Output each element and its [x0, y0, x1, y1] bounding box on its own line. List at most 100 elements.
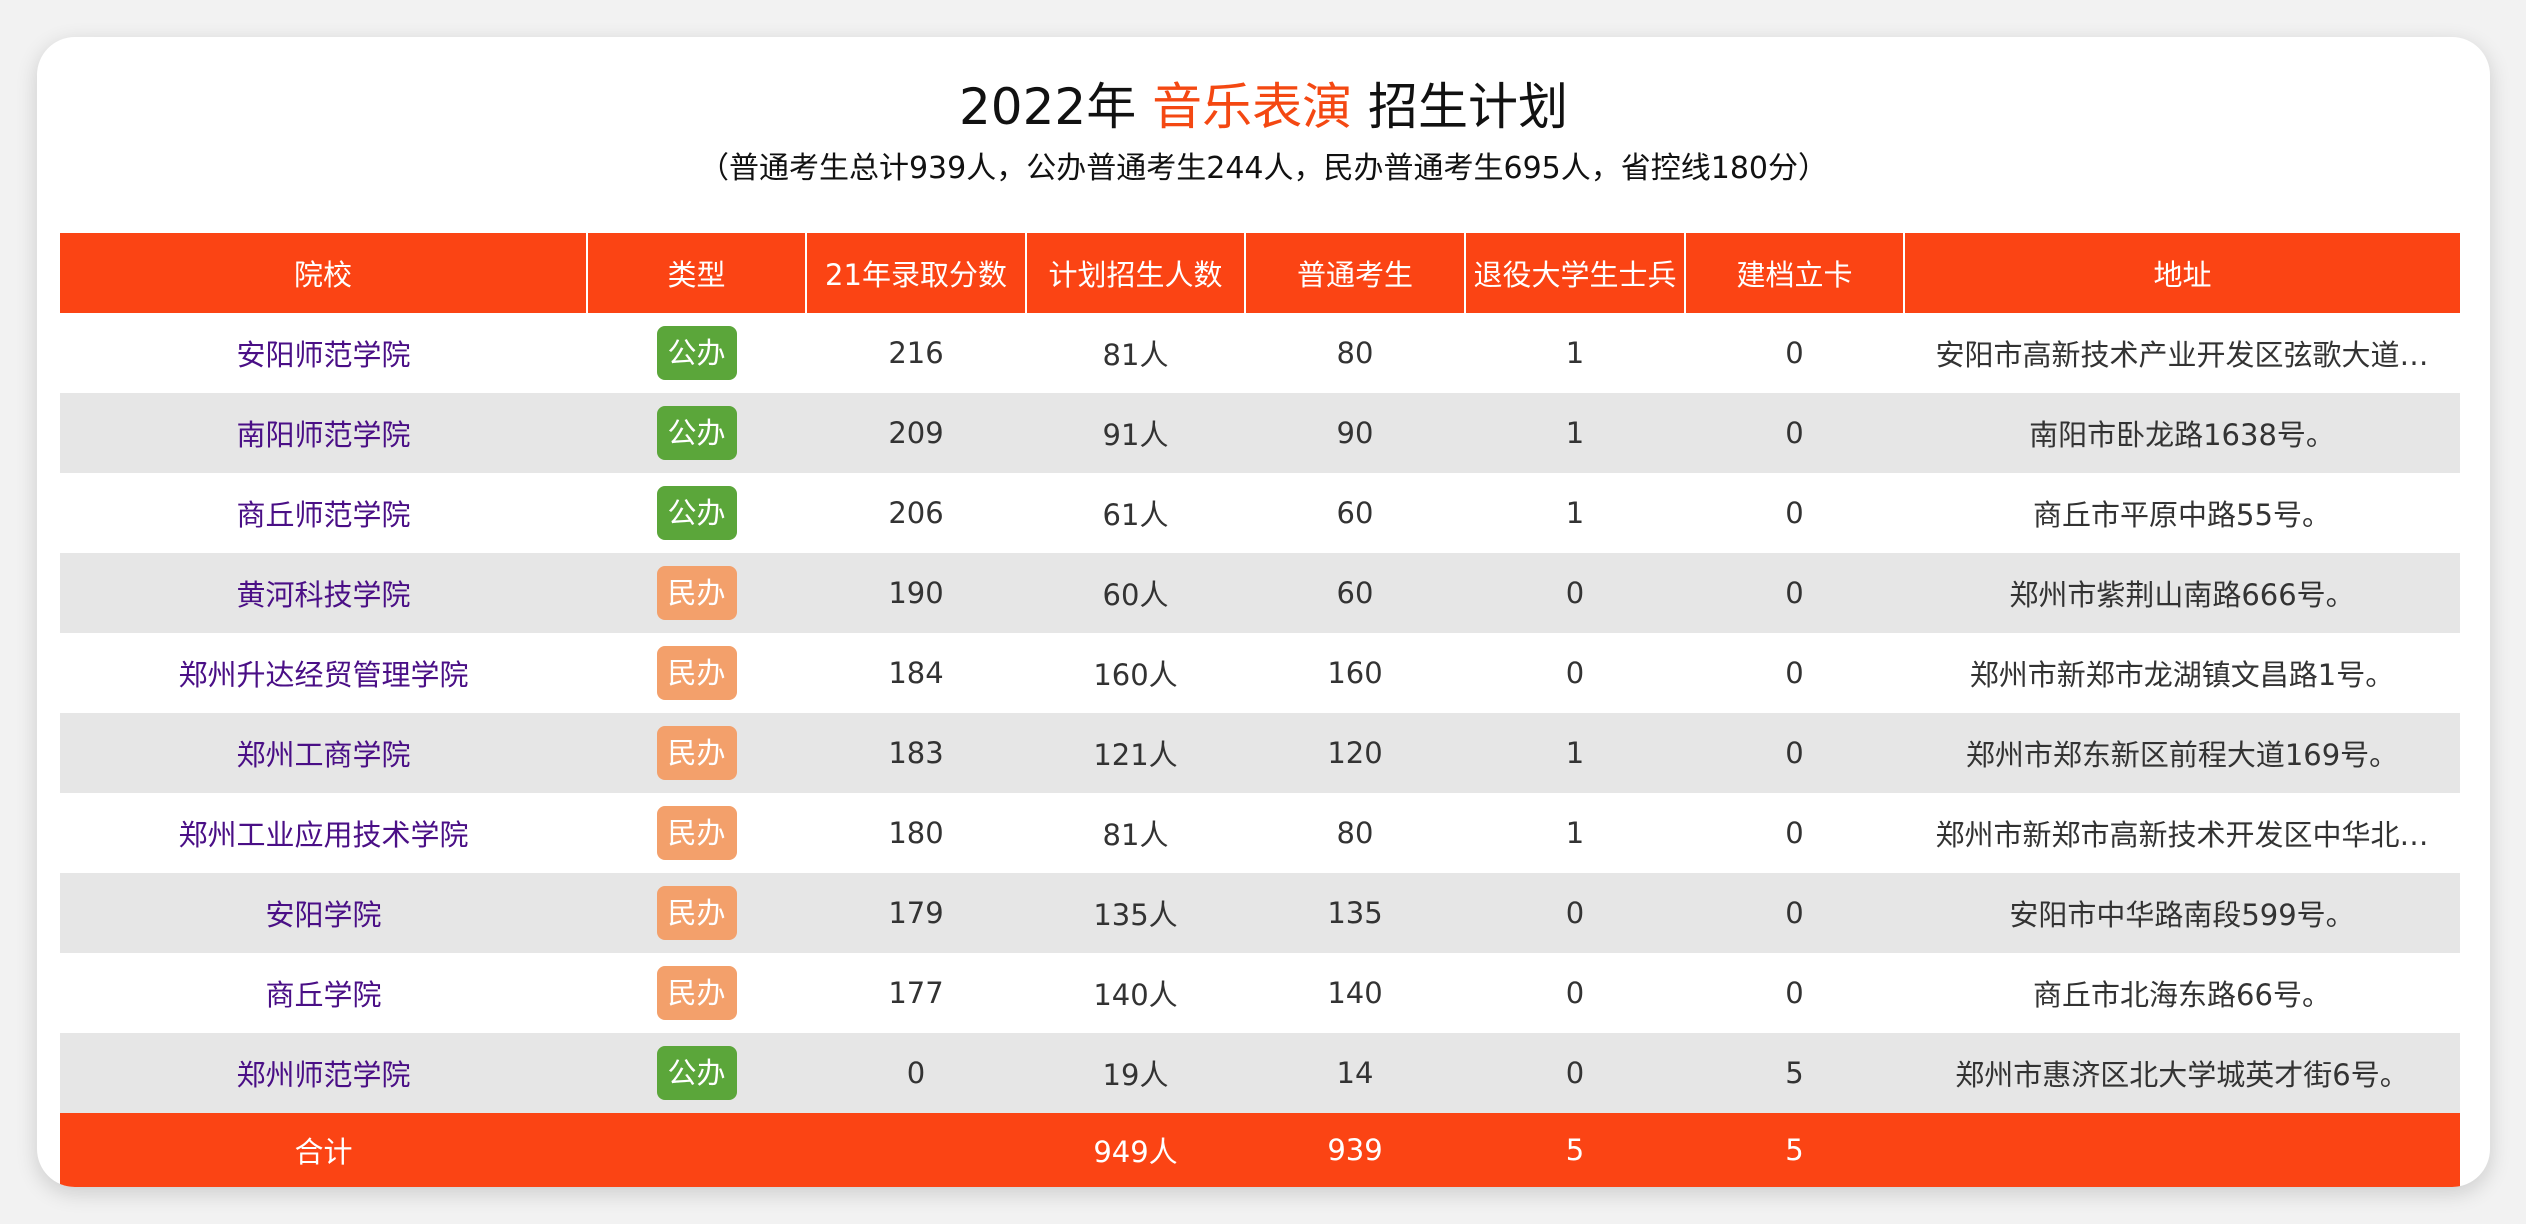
score-2021: 183	[806, 713, 1026, 793]
school-name[interactable]: 南阳师范学院	[60, 393, 587, 473]
type-cell: 民办	[587, 553, 806, 633]
poverty-registered: 5	[1685, 1033, 1904, 1113]
school-name[interactable]: 黄河科技学院	[60, 553, 587, 633]
total-poverty: 5	[1685, 1113, 1904, 1187]
retired-soldiers: 1	[1465, 713, 1685, 793]
table-row: 郑州工商学院 民办 183 121人 120 1 0 郑州市郑东新区前程大道169号。	[60, 713, 2460, 793]
regular-students: 60	[1336, 496, 1374, 530]
header-school[interactable]: 院校	[60, 233, 588, 313]
regular-students: 80	[1336, 816, 1374, 850]
address: 郑州市惠济区北大学城英才街6号。	[1904, 1033, 2460, 1113]
school-name[interactable]: 商丘学院	[265, 978, 382, 1012]
school-name[interactable]: 郑州师范学院	[60, 1033, 587, 1113]
title-major: 音乐表演	[1152, 78, 1353, 136]
planned-enrollment: 140人	[1093, 978, 1178, 1012]
total-label: 合计	[60, 1113, 587, 1187]
poverty-registered: 0	[1685, 713, 1904, 793]
poverty-registered: 0	[1785, 976, 1804, 1010]
address: 商丘市北海东路66号。	[2033, 978, 2331, 1012]
private-badge: 民办	[656, 806, 737, 860]
regular-students: 80	[1336, 336, 1374, 370]
poverty-registered: 0	[1785, 816, 1804, 850]
address: 安阳市中华路南段599号。	[1904, 873, 2460, 953]
score-2021: 190	[806, 553, 1026, 633]
retired-soldiers: 1	[1465, 393, 1685, 473]
address: 安阳市高新技术产业开发区弦歌大道…	[1935, 338, 2429, 372]
school-name[interactable]: 郑州工商学院	[60, 713, 587, 793]
table-row: 商丘学院 民办 177 140人 140 0 0 商丘市北海东路66号。	[60, 953, 2460, 1033]
address: 郑州市新郑市龙湖镇文昌路1号。	[1969, 658, 2395, 692]
total-row: 合计 949人 939 5 5	[60, 1113, 2460, 1187]
header-poverty-registered[interactable]: 建档立卡	[1685, 233, 1905, 313]
type-cell: 公办	[587, 393, 806, 473]
planned-enrollment: 60人	[1026, 553, 1245, 633]
total-address-cell	[1904, 1113, 2460, 1187]
address: 郑州市紫荆山南路666号。	[1904, 553, 2460, 633]
retired-soldiers: 0	[1465, 873, 1685, 953]
score-2021: 179	[806, 873, 1026, 953]
header-score-2021[interactable]: 21年录取分数	[806, 233, 1027, 313]
planned-enrollment: 19人	[1026, 1033, 1245, 1113]
retired-soldiers: 0	[1565, 656, 1585, 690]
type-cell: 民办	[587, 713, 806, 793]
plan-card: 2022年 音乐表演 招生计划 （普通考生总计939人，公办普通考生244人，民…	[37, 37, 2490, 1187]
private-badge: 民办	[656, 886, 737, 940]
poverty-registered: 0	[1685, 393, 1904, 473]
enrollment-table: 院校 类型 21年录取分数 计划招生人数 普通考生 退役大学生士兵 建档立卡 地…	[60, 233, 2460, 1187]
school-name[interactable]: 郑州升达经贸管理学院	[178, 658, 469, 692]
school-name[interactable]: 安阳师范学院	[236, 338, 411, 372]
address: 商丘市平原中路55号。	[2033, 498, 2331, 532]
header-address[interactable]: 地址	[1904, 233, 2460, 313]
header-regular-students[interactable]: 普通考生	[1245, 233, 1466, 313]
score-2021: 180	[888, 816, 944, 850]
regular-students: 90	[1245, 393, 1465, 473]
poverty-registered: 0	[1785, 656, 1804, 690]
total-type-cell	[587, 1113, 806, 1187]
planned-enrollment: 61人	[1102, 498, 1169, 532]
retired-soldiers: 0	[1465, 553, 1685, 633]
address: 郑州市郑东新区前程大道169号。	[1904, 713, 2460, 793]
retired-soldiers: 0	[1465, 1033, 1685, 1113]
planned-enrollment: 135人	[1026, 873, 1245, 953]
score-2021: 177	[888, 976, 944, 1010]
retired-soldiers: 1	[1565, 336, 1585, 370]
table-row: 安阳学院 民办 179 135人 135 0 0 安阳市中华路南段599号。	[60, 873, 2460, 953]
regular-students: 135	[1245, 873, 1465, 953]
regular-students: 160	[1327, 656, 1383, 690]
total-regular: 939	[1245, 1113, 1465, 1187]
school-name[interactable]: 安阳学院	[60, 873, 587, 953]
header-retired-soldiers[interactable]: 退役大学生士兵	[1465, 233, 1686, 313]
public-badge: 公办	[656, 1046, 737, 1100]
poverty-registered: 0	[1785, 336, 1804, 370]
poverty-registered: 0	[1685, 873, 1904, 953]
planned-enrollment: 81人	[1102, 338, 1169, 372]
table-row: 安阳师范学院 公办 216 81人 80 1 0 安阳市高新技术产业开发区弦歌大道…	[60, 313, 2460, 393]
regular-students: 140	[1327, 976, 1383, 1010]
score-2021: 209	[806, 393, 1026, 473]
private-badge: 民办	[656, 566, 737, 620]
table-row: 郑州工业应用技术学院 民办 180 81人 80 1 0 郑州市新郑市高新技术开发区中华北…	[60, 793, 2460, 873]
planned-enrollment: 91人	[1026, 393, 1245, 473]
page-title: 2022年 音乐表演 招生计划	[37, 67, 2490, 147]
header-type[interactable]: 类型	[587, 233, 807, 313]
title-suffix: 招生计划	[1368, 78, 1569, 136]
table-row: 郑州升达经贸管理学院 民办 184 160人 160 0 0 郑州市新郑市龙湖镇文昌路1号。	[60, 633, 2460, 713]
table-row: 南阳师范学院 公办 209 91人 90 1 0 南阳市卧龙路1638号。	[60, 393, 2460, 473]
private-badge: 民办	[656, 966, 737, 1020]
header-row: 院校 类型 21年录取分数 计划招生人数 普通考生 退役大学生士兵 建档立卡 地…	[60, 233, 2460, 313]
type-cell: 民办	[587, 793, 806, 873]
school-name[interactable]: 商丘师范学院	[236, 498, 411, 532]
score-2021: 216	[888, 336, 944, 370]
type-cell: 民办	[587, 633, 806, 713]
type-cell: 公办	[587, 473, 806, 553]
poverty-registered: 0	[1785, 496, 1804, 530]
table-row: 商丘师范学院 公办 206 61人 60 1 0 商丘市平原中路55号。	[60, 473, 2460, 553]
header-planned-enrollment[interactable]: 计划招生人数	[1026, 233, 1246, 313]
title-year: 2022年	[958, 78, 1137, 136]
retired-soldiers: 0	[1565, 976, 1585, 1010]
score-2021: 0	[806, 1033, 1026, 1113]
table-body: 安阳师范学院 公办 216 81人 80 1 0 安阳市高新技术产业开发区弦歌大道… 南阳师范学…	[60, 313, 2460, 1113]
regular-students: 60	[1245, 553, 1465, 633]
school-name[interactable]: 郑州工业应用技术学院	[178, 818, 469, 852]
poverty-registered: 0	[1685, 553, 1904, 633]
